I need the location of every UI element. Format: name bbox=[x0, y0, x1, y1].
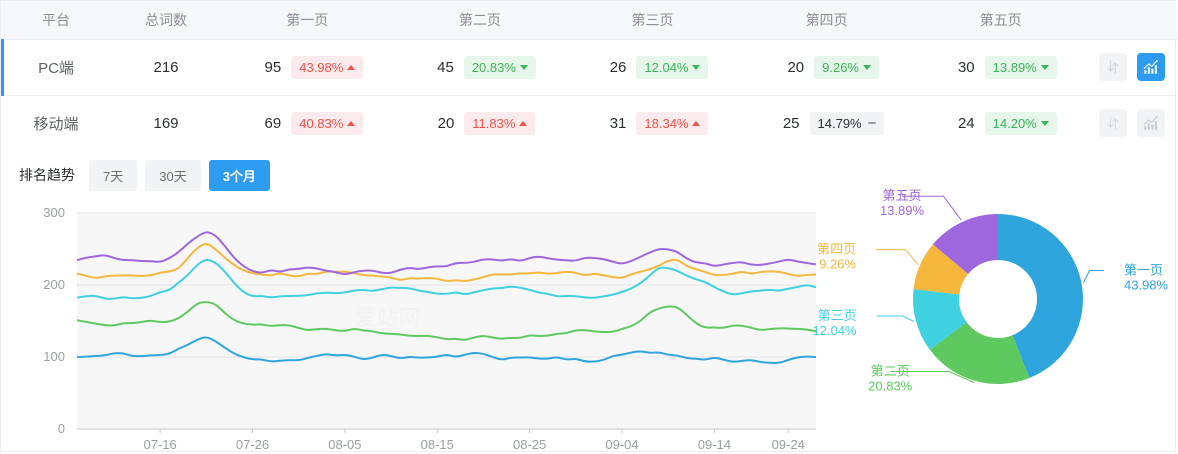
svg-text:09-04: 09-04 bbox=[605, 437, 638, 452]
svg-text:12.04%: 12.04% bbox=[813, 323, 858, 338]
svg-text:第三页: 第三页 bbox=[818, 308, 857, 323]
svg-text:9.26%: 9.26% bbox=[819, 257, 856, 272]
svg-text:第二页: 第二页 bbox=[871, 364, 910, 379]
svg-text:100: 100 bbox=[43, 349, 65, 364]
svg-text:13.89%: 13.89% bbox=[880, 203, 925, 218]
svg-text:200: 200 bbox=[43, 277, 65, 292]
svg-text:07-26: 07-26 bbox=[236, 437, 269, 452]
svg-text:第五页: 第五页 bbox=[882, 188, 921, 203]
svg-text:0: 0 bbox=[58, 421, 65, 436]
svg-text:第一页: 第一页 bbox=[1124, 263, 1163, 278]
svg-text:08-05: 08-05 bbox=[328, 437, 361, 452]
svg-text:08-15: 08-15 bbox=[421, 437, 454, 452]
svg-text:43.98%: 43.98% bbox=[1124, 278, 1169, 293]
svg-text:08-25: 08-25 bbox=[513, 437, 546, 452]
svg-text:20.83%: 20.83% bbox=[868, 379, 913, 394]
svg-text:300: 300 bbox=[43, 205, 65, 220]
svg-text:09-14: 09-14 bbox=[698, 437, 731, 452]
svg-text:07-16: 07-16 bbox=[144, 437, 177, 452]
svg-text:爱站网: 爱站网 bbox=[354, 305, 420, 330]
svg-text:09-24: 09-24 bbox=[772, 437, 805, 452]
svg-text:第四页: 第四页 bbox=[817, 242, 856, 257]
